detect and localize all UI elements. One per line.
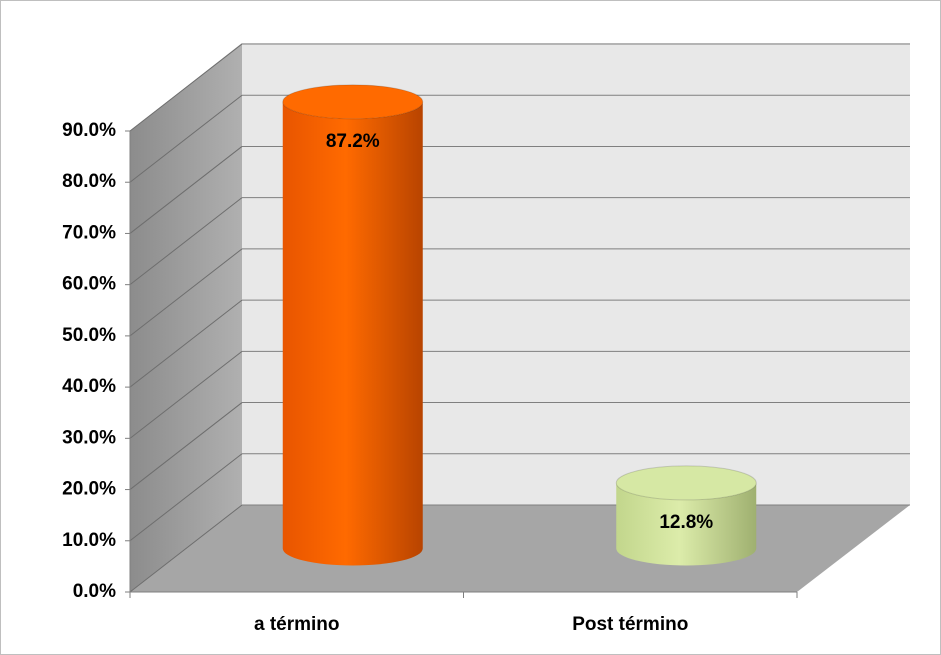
y-tick-label: 80.0% (62, 171, 116, 192)
grid-line (129, 453, 243, 542)
grid-line (129, 146, 243, 234)
y-tick-label: 50.0% (62, 325, 116, 346)
data-label: 87.2% (326, 131, 380, 152)
grid-line (129, 94, 243, 183)
y-tick-label: 0.0% (73, 581, 116, 602)
grid-line (129, 248, 243, 337)
grid-line (129, 402, 243, 490)
bar-top (615, 465, 757, 501)
x-tick-label: a término (254, 614, 340, 635)
y-tick-label: 40.0% (62, 376, 116, 397)
y-tick-label: 90.0% (62, 120, 116, 141)
y-tick-label: 10.0% (62, 530, 116, 551)
grid-line (129, 350, 243, 439)
bar (282, 101, 423, 566)
bar-top (282, 84, 424, 120)
y-tick-label: 60.0% (62, 274, 116, 295)
x-tick-label: Post término (572, 614, 688, 635)
side-wall (130, 43, 242, 592)
y-tick-label: 30.0% (62, 427, 116, 448)
grid-line (129, 43, 243, 132)
grid-line (129, 504, 243, 593)
grid-line (129, 197, 243, 286)
bar (616, 482, 757, 566)
grid-line (129, 299, 243, 388)
floor (130, 505, 910, 592)
y-tick-label: 70.0% (62, 222, 116, 243)
y-tick-label: 20.0% (62, 479, 116, 500)
data-label: 12.8% (659, 512, 713, 533)
